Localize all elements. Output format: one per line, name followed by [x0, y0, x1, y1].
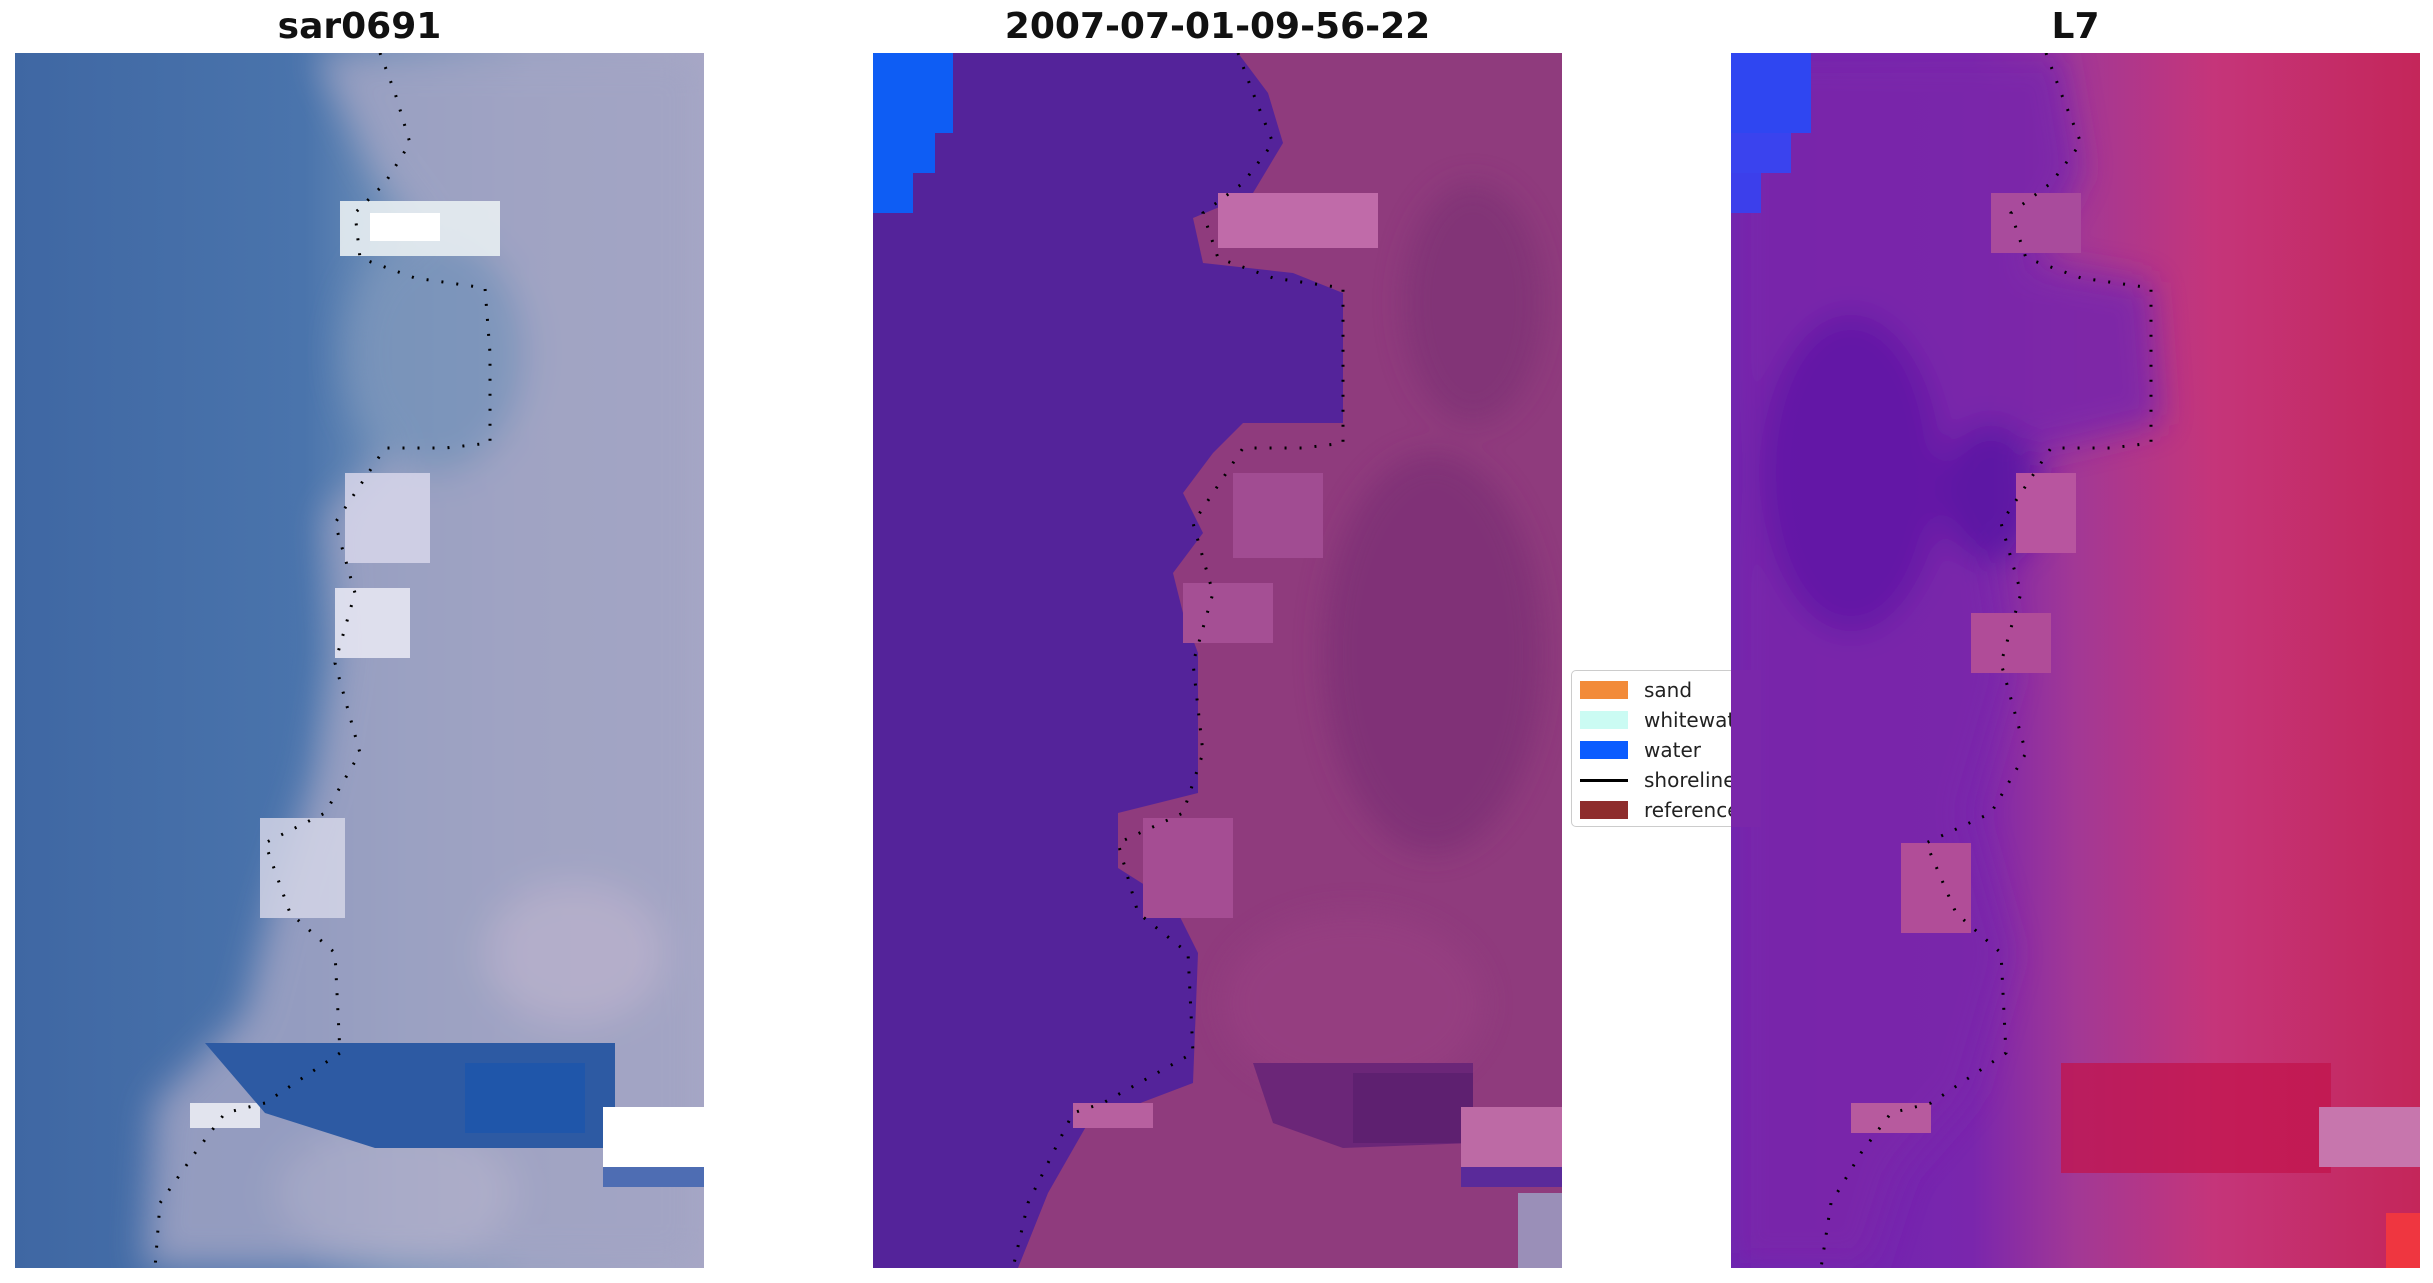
index-image: [1731, 53, 2420, 1268]
legend-label: water: [1644, 738, 1701, 762]
sand-swatch: [1580, 681, 1628, 699]
shoreline-line-swatch: [1580, 778, 1628, 782]
legend-label: reference: [1644, 798, 1740, 822]
classified-image: [873, 53, 1562, 1268]
rgb-image: [15, 53, 704, 1268]
legend-item-reference: reference: [1580, 798, 1740, 822]
whitewater-swatch: [1580, 711, 1628, 729]
index-image-panel: [1731, 53, 2420, 1268]
legend-item-whitewater: whitewater: [1580, 708, 1756, 732]
legend-label: shoreline: [1644, 768, 1736, 792]
legend: sand whitewater water shoreline referenc…: [1571, 670, 1761, 827]
legend-label: whitewater: [1644, 708, 1756, 732]
panel-title-classified: 2007-07-01-09-56-22: [1004, 6, 1431, 47]
water-swatch: [1580, 741, 1628, 759]
classified-image-panel: [873, 53, 1562, 1268]
legend-item-water: water: [1580, 738, 1701, 762]
reference-swatch: [1580, 801, 1628, 819]
legend-item-sand: sand: [1580, 678, 1692, 702]
legend-item-shoreline: shoreline: [1580, 768, 1736, 792]
rgb-image-panel: [15, 53, 704, 1268]
legend-label: sand: [1644, 678, 1693, 702]
panel-title-index: L7: [2051, 6, 2100, 47]
panel-title-rgb: sar0691: [277, 6, 442, 47]
